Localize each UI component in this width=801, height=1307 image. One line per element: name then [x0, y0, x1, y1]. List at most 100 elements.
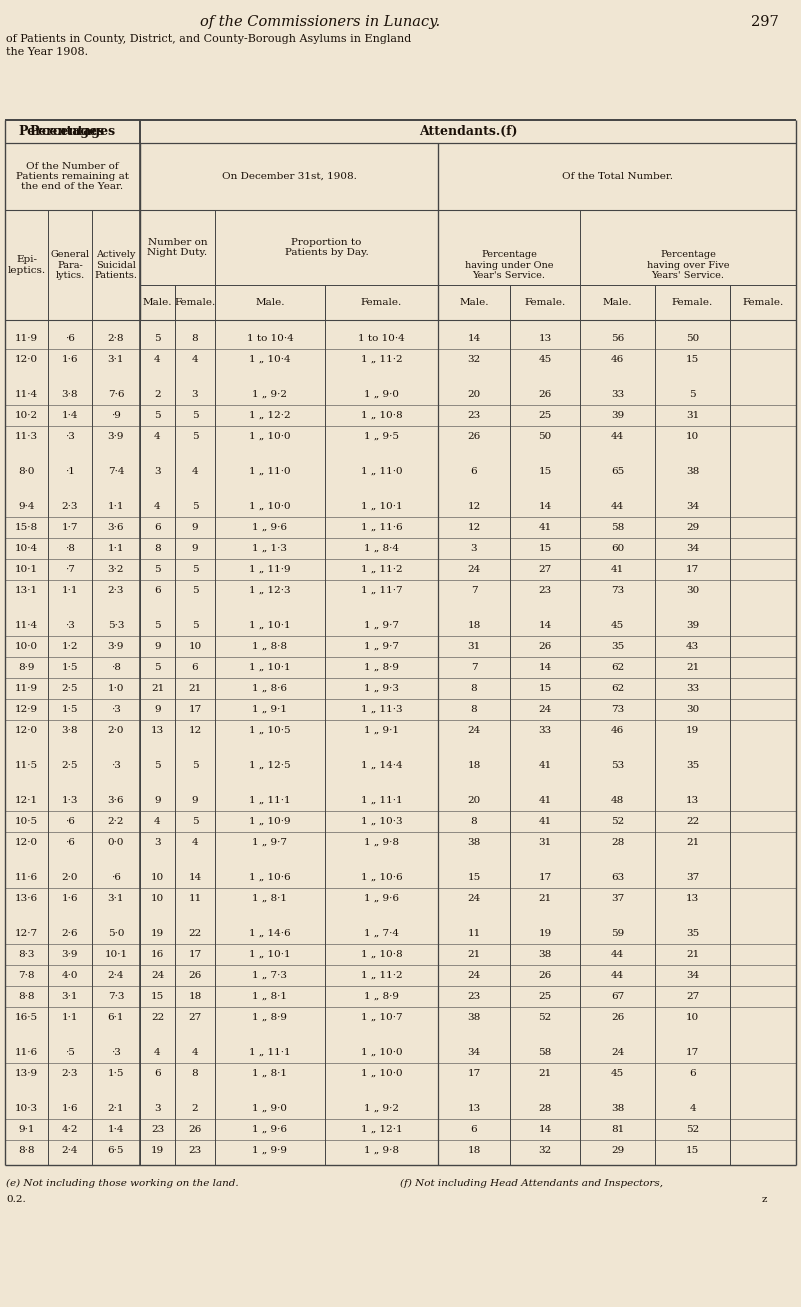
Text: 8·8: 8·8 — [18, 1146, 34, 1155]
Text: 33: 33 — [538, 725, 552, 735]
Text: 1·5: 1·5 — [62, 704, 78, 714]
Text: 28: 28 — [611, 838, 624, 847]
Text: 2·5: 2·5 — [62, 684, 78, 693]
Text: 1 „ 10·1: 1 „ 10·1 — [249, 950, 291, 959]
Text: 1 „ 10·7: 1 „ 10·7 — [360, 1013, 402, 1022]
Text: 4·2: 4·2 — [62, 1125, 78, 1134]
Text: 35: 35 — [686, 929, 699, 938]
Text: 3: 3 — [471, 544, 477, 553]
Text: 2·8: 2·8 — [108, 335, 124, 342]
Text: 21: 21 — [151, 684, 164, 693]
Text: 15: 15 — [538, 544, 552, 553]
Text: 3: 3 — [154, 467, 161, 476]
Text: 41: 41 — [538, 761, 552, 770]
Text: 27: 27 — [188, 1013, 202, 1022]
Text: 38: 38 — [467, 1013, 481, 1022]
Text: 14: 14 — [467, 335, 481, 342]
Text: 17: 17 — [686, 565, 699, 574]
Text: 7·4: 7·4 — [108, 467, 124, 476]
Text: 1 „ 9·1: 1 „ 9·1 — [364, 725, 399, 735]
Text: 26: 26 — [538, 971, 552, 980]
Text: 63: 63 — [611, 873, 624, 882]
Text: 4: 4 — [191, 467, 199, 476]
Text: 21: 21 — [686, 838, 699, 847]
Text: 1 „ 9·0: 1 „ 9·0 — [252, 1104, 288, 1114]
Text: 1 „ 9·2: 1 „ 9·2 — [364, 1104, 399, 1114]
Text: 4: 4 — [154, 433, 161, 440]
Text: 15: 15 — [538, 467, 552, 476]
Text: 1 „ 1·3: 1 „ 1·3 — [252, 544, 288, 553]
Text: 10·1: 10·1 — [104, 950, 127, 959]
Text: Of the Number of
Patients remaining at
the end of the Year.: Of the Number of Patients remaining at t… — [16, 162, 129, 191]
Text: 14: 14 — [538, 663, 552, 672]
Text: 15: 15 — [686, 1146, 699, 1155]
Text: 9: 9 — [154, 704, 161, 714]
Text: 11·9: 11·9 — [15, 684, 38, 693]
Text: 3: 3 — [154, 1104, 161, 1114]
Text: 2·4: 2·4 — [62, 1146, 78, 1155]
Text: ·6: ·6 — [111, 873, 121, 882]
Text: 24: 24 — [611, 1048, 624, 1057]
Text: 0·0: 0·0 — [108, 838, 124, 847]
Text: 0.2.: 0.2. — [6, 1195, 26, 1204]
Text: 5: 5 — [154, 761, 161, 770]
Text: Female.: Female. — [175, 298, 215, 307]
Text: 3·8: 3·8 — [62, 389, 78, 399]
Text: 2·0: 2·0 — [62, 873, 78, 882]
Text: 1 to 10·4: 1 to 10·4 — [358, 335, 405, 342]
Text: 73: 73 — [611, 586, 624, 595]
Text: ·6: ·6 — [65, 838, 75, 847]
Text: 1 „ 14·6: 1 „ 14·6 — [249, 929, 291, 938]
Text: 38: 38 — [686, 467, 699, 476]
Text: 35: 35 — [611, 642, 624, 651]
Text: 297: 297 — [751, 14, 779, 29]
Text: 1 „ 8·4: 1 „ 8·4 — [364, 544, 399, 553]
Text: 1 „ 10·1: 1 „ 10·1 — [360, 502, 402, 511]
Text: 8: 8 — [471, 684, 477, 693]
Text: 1 „ 9·2: 1 „ 9·2 — [252, 389, 288, 399]
Text: 20: 20 — [467, 796, 481, 805]
Text: 13: 13 — [538, 335, 552, 342]
Text: 1 „ 8·1: 1 „ 8·1 — [252, 992, 288, 1001]
Text: of the Commissioners in Lunacy.: of the Commissioners in Lunacy. — [200, 14, 440, 29]
Text: 11·4: 11·4 — [15, 621, 38, 630]
Text: 9: 9 — [191, 523, 199, 532]
Text: 29: 29 — [686, 523, 699, 532]
Text: General
Para-
lytics.: General Para- lytics. — [50, 250, 90, 280]
Text: 1 to 10·4: 1 to 10·4 — [247, 335, 293, 342]
Text: ·5: ·5 — [65, 1048, 75, 1057]
Text: 33: 33 — [686, 684, 699, 693]
Text: 14: 14 — [538, 1125, 552, 1134]
Text: 8·0: 8·0 — [18, 467, 34, 476]
Text: 19: 19 — [151, 929, 164, 938]
Text: 27: 27 — [538, 565, 552, 574]
Text: 5: 5 — [191, 433, 199, 440]
Text: 5: 5 — [191, 621, 199, 630]
Text: 14: 14 — [188, 873, 202, 882]
Text: 1·4: 1·4 — [62, 410, 78, 420]
Text: 1 „ 9·8: 1 „ 9·8 — [364, 1146, 399, 1155]
Text: 1 „ 10·9: 1 „ 10·9 — [249, 817, 291, 826]
Text: 12·1: 12·1 — [15, 796, 38, 805]
Text: 23: 23 — [188, 1146, 202, 1155]
Text: 13: 13 — [686, 796, 699, 805]
Text: 21: 21 — [686, 663, 699, 672]
Text: 58: 58 — [538, 1048, 552, 1057]
Text: 1 „ 9·7: 1 „ 9·7 — [364, 621, 399, 630]
Text: 1 „ 7·4: 1 „ 7·4 — [364, 929, 399, 938]
Text: 5: 5 — [154, 565, 161, 574]
Text: 5: 5 — [154, 410, 161, 420]
Text: 1·5: 1·5 — [62, 663, 78, 672]
Text: 65: 65 — [611, 467, 624, 476]
Text: 1 „ 10·6: 1 „ 10·6 — [249, 873, 291, 882]
Text: 32: 32 — [538, 1146, 552, 1155]
Text: 10: 10 — [686, 1013, 699, 1022]
Text: 6: 6 — [689, 1069, 696, 1078]
Text: 1 „ 11·2: 1 „ 11·2 — [360, 565, 402, 574]
Text: 12: 12 — [467, 502, 481, 511]
Text: 12·0: 12·0 — [15, 838, 38, 847]
Text: 39: 39 — [611, 410, 624, 420]
Text: 1 „ 9·1: 1 „ 9·1 — [252, 704, 288, 714]
Text: 7: 7 — [471, 586, 477, 595]
Text: 39: 39 — [686, 621, 699, 630]
